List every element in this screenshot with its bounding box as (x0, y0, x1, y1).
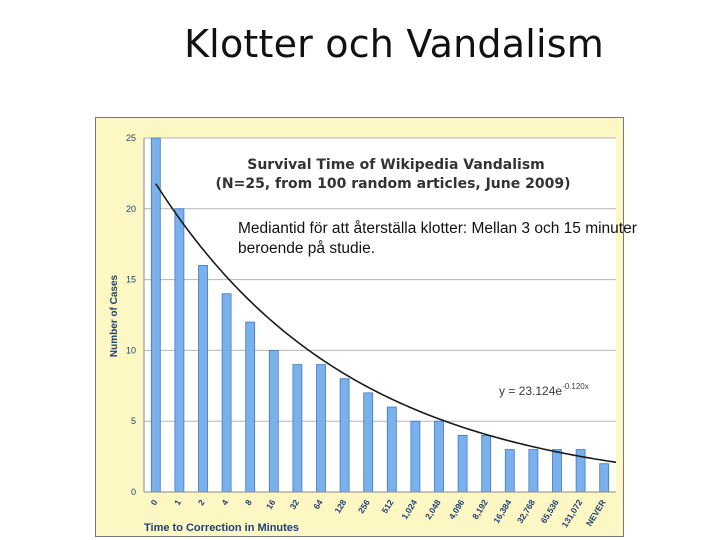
chart-frame: 0 5 10 15 20 25 0 1 2 4 8 16 32 64 128 256 512 1,024 2,04… (95, 117, 624, 537)
x-tick-label: 1,024 (399, 498, 419, 522)
overlay-note: Mediantid för att återställa klotter: Me… (238, 220, 637, 257)
bar (339, 378, 350, 493)
x-tick-label: 16 (264, 498, 278, 512)
trendline-equation-main: y = 23.124e (499, 384, 562, 398)
x-tick-label: 0 (149, 498, 160, 508)
x-tick-label: 1 (172, 498, 183, 508)
x-tick-label: 2 (196, 498, 207, 508)
bar (245, 321, 256, 493)
bar (528, 449, 539, 493)
x-axis-label: Time to Correction in Minutes (144, 522, 299, 534)
x-tick-label: 64 (311, 498, 325, 512)
bar (457, 434, 468, 493)
bar (268, 349, 279, 493)
slide-title: Klotter och Vandalism (184, 22, 604, 66)
y-tick-label: 0 (131, 487, 136, 497)
x-tick-label: NEVER (584, 498, 608, 528)
bar (316, 364, 326, 493)
y-tick-label: 5 (131, 416, 136, 426)
x-tick-label: 16,384 (491, 498, 513, 526)
x-tick-label: 4 (219, 498, 230, 508)
bar (292, 364, 303, 493)
x-tick-label: 8 (243, 498, 254, 508)
x-tick-label: 131,072 (560, 498, 585, 530)
y-axis-label: Number of Cases (109, 274, 120, 357)
bar (174, 208, 185, 493)
y-tick-label: 10 (126, 345, 136, 355)
bar (198, 265, 208, 493)
x-tick-label: 65,536 (538, 498, 560, 526)
x-tick-label: 512 (379, 498, 395, 516)
bar (363, 392, 374, 493)
bar (150, 137, 161, 493)
y-tick-label: 20 (126, 204, 136, 214)
bar (410, 420, 421, 493)
bar (552, 449, 562, 493)
x-tick-label: 32 (288, 498, 302, 512)
trendline-equation: y = 23.124e-0.120x (499, 382, 589, 398)
bar (434, 420, 444, 493)
chart-title: Survival Time of Wikipedia Vandalism (247, 157, 545, 173)
x-tick-label: 2,048 (423, 498, 443, 522)
chart-subtitle: (N=25, from 100 random articles, June 20… (216, 176, 571, 192)
x-tick-label: 32,768 (515, 498, 537, 526)
bar (599, 463, 610, 493)
bar (481, 434, 492, 493)
trendline (155, 183, 617, 464)
x-tick-label: 4,096 (447, 498, 467, 522)
x-tick-label: 256 (356, 498, 372, 516)
y-tick-label: 15 (126, 275, 136, 285)
x-tick-label: 8,192 (470, 498, 490, 522)
bar (504, 449, 515, 493)
survival-chart: 0 5 10 15 20 25 0 1 2 4 8 16 32 64 128 256 512 1,024 2,04… (109, 133, 617, 534)
bar (386, 406, 397, 493)
y-tick-label: 25 (126, 133, 136, 143)
trendline-equation-exponent: -0.120x (562, 382, 589, 391)
bar (221, 293, 232, 493)
y-tick-labels: 0 5 10 15 20 25 (126, 133, 136, 497)
x-tick-label: 128 (332, 498, 348, 516)
